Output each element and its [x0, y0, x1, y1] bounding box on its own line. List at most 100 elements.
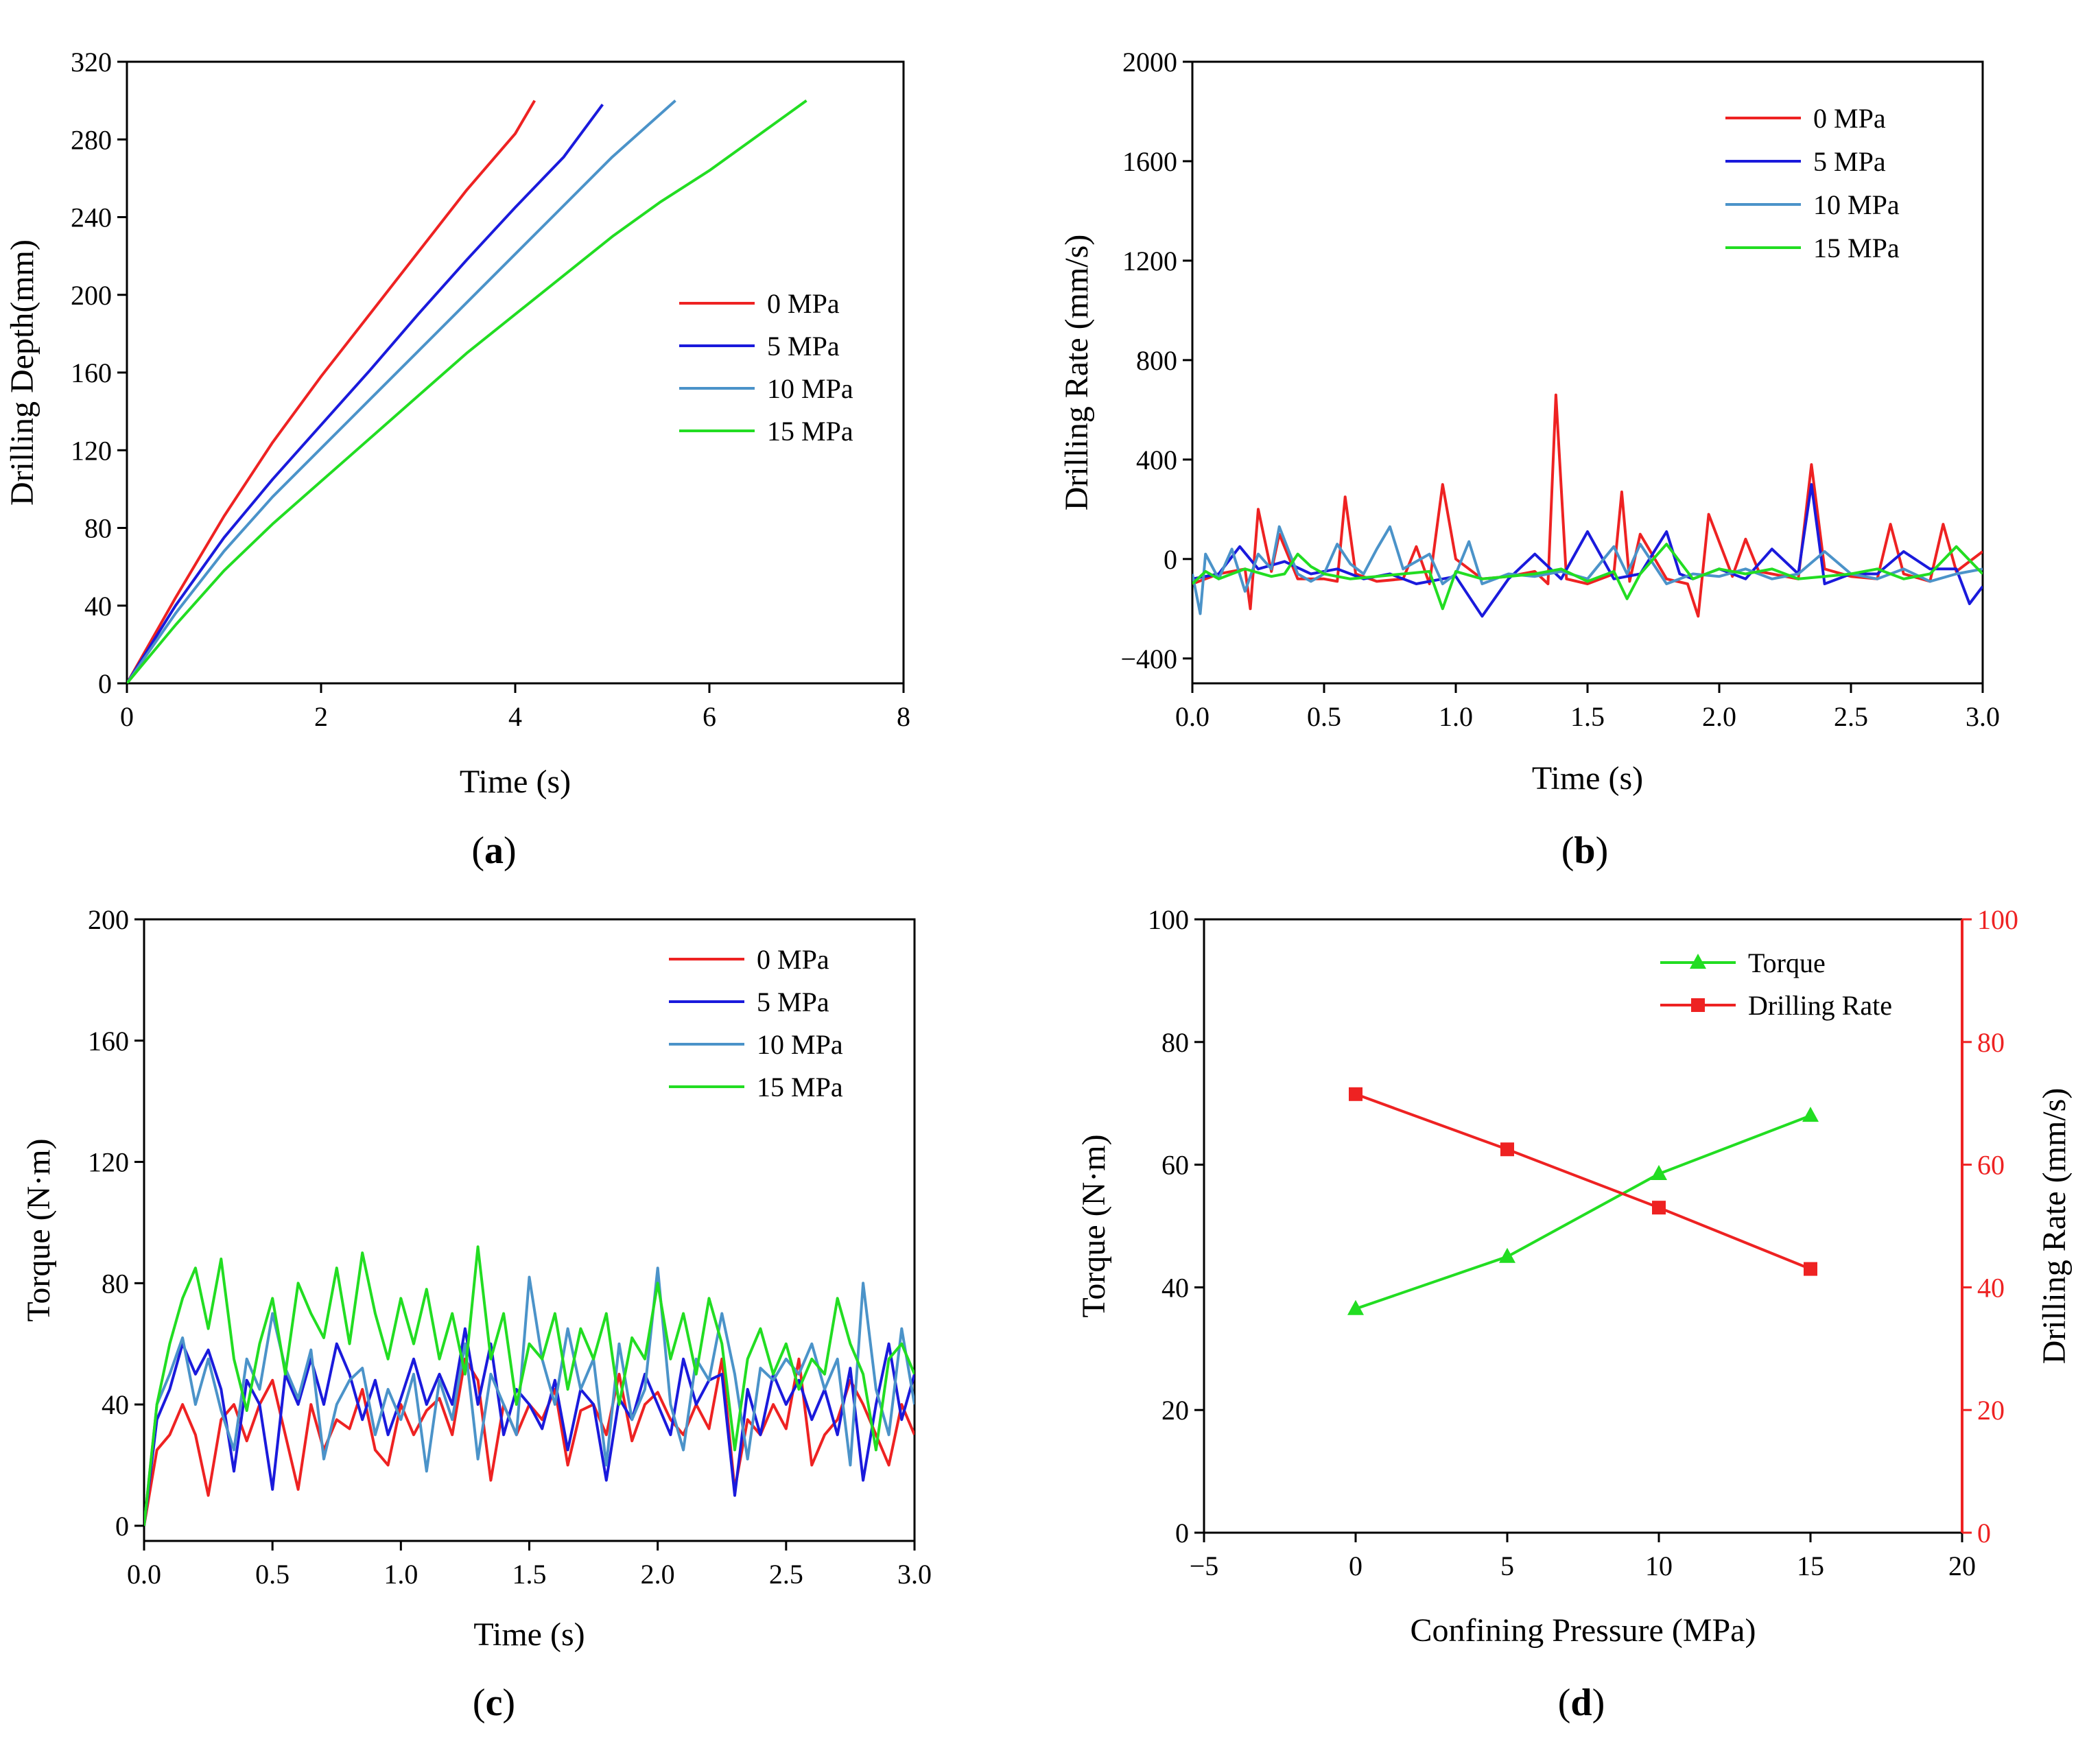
y-tick-label: 40 — [1161, 1272, 1189, 1303]
legend-label: 15 MPa — [767, 416, 853, 447]
x-tick-label: 2.0 — [1702, 701, 1736, 732]
y-tick-label: 120 — [71, 435, 112, 466]
x-tick-label: 8 — [897, 701, 910, 732]
x-tick-label: 20 — [1948, 1551, 1976, 1581]
x-tick-label: 0.5 — [1307, 701, 1341, 732]
series-line-5-mpa — [127, 104, 604, 683]
y-right-tick-label: 20 — [1977, 1395, 2005, 1426]
legend-label: Torque — [1748, 947, 1826, 978]
y-tick-label: 40 — [84, 591, 112, 622]
y-tick-label: 0 — [98, 668, 112, 699]
series-line-10-mpa — [127, 99, 676, 683]
x-tick-label: 0 — [120, 701, 134, 732]
x-tick-label: 2.5 — [1834, 701, 1868, 732]
series-line-0-mpa — [127, 99, 536, 683]
y-tick-label: 160 — [71, 357, 112, 388]
chart-panel-d: −5 0 5 10 15 20020406080100020406080100Drilli… — [1076, 904, 2073, 1724]
y-axis-label-right: Drilling Rate (mm/s) — [2036, 1088, 2073, 1365]
series-line-15-mpa — [127, 99, 807, 683]
y-right-tick-label: 60 — [1977, 1150, 2005, 1181]
x-tick-label: 6 — [703, 701, 716, 732]
legend-label: 5 MPa — [1813, 146, 1886, 177]
data-point-marker — [1349, 1087, 1362, 1101]
x-axis-label: Time (s) — [473, 1616, 585, 1653]
data-point-marker — [1500, 1142, 1514, 1157]
y-tick-label: 200 — [88, 904, 129, 935]
data-point-marker — [1804, 1262, 1817, 1276]
x-tick-label: 5 — [1500, 1551, 1514, 1581]
x-tick-label: 2.0 — [641, 1559, 675, 1590]
y-tick-label: 120 — [88, 1147, 129, 1178]
y-tick-label: 80 — [1161, 1027, 1189, 1058]
y-axis-label: Torque (N·m) — [1076, 1134, 1112, 1317]
y-tick-label: 80 — [102, 1268, 129, 1299]
y-tick-label: 0 — [1164, 544, 1177, 575]
legend-label: 5 MPa — [767, 331, 840, 362]
x-tick-label: 0.5 — [255, 1559, 290, 1590]
legend-label: 5 MPa — [757, 987, 829, 1017]
legend-label: 15 MPa — [757, 1072, 843, 1103]
x-axis-label: Confining Pressure (MPa) — [1411, 1612, 1756, 1649]
legend-label: 10 MPa — [757, 1029, 843, 1060]
y-tick-label: 40 — [102, 1389, 129, 1420]
y-tick-label: 100 — [1148, 904, 1189, 935]
legend-label: 10 MPa — [1813, 189, 1900, 220]
data-point-marker — [1802, 1107, 1819, 1122]
x-axis-label: Time (s) — [1532, 760, 1643, 797]
chart-panel-b: 0.0 0.5 1.0 1.5 2.0 2.5 3.0 −400 0 400 800 1200 1600… — [1059, 47, 2000, 872]
series-line-10-mpa — [144, 1266, 915, 1527]
y-axis-label: Torque (N·m) — [21, 1138, 57, 1321]
legend-label: 10 MPa — [767, 373, 853, 404]
y-right-tick-label: 100 — [1977, 904, 2018, 935]
y-tick-label: 280 — [71, 124, 112, 155]
panel-label: (d) — [1558, 1682, 1605, 1724]
x-tick-label: 0.0 — [1175, 701, 1210, 732]
x-tick-label: 3.0 — [1966, 701, 2000, 732]
series-line-5-mpa — [1192, 483, 1983, 618]
y-tick-label: 20 — [1161, 1395, 1189, 1426]
y-tick-label: 1200 — [1122, 246, 1177, 276]
series-line-0-mpa — [1192, 393, 1983, 618]
plot-frame — [126, 60, 905, 685]
x-tick-label: 1.5 — [512, 1559, 547, 1590]
legend-label: 15 MPa — [1813, 233, 1900, 263]
series-line-torque — [1355, 1114, 1811, 1310]
series-line-15-mpa — [1192, 543, 1983, 611]
y-axis-label: Drilling Rate (mm/s) — [1059, 235, 1095, 511]
x-tick-label: 10 — [1645, 1551, 1673, 1581]
panel-label: (a) — [471, 829, 516, 872]
x-tick-label: 2 — [314, 701, 328, 732]
y-right-tick-label: 80 — [1977, 1027, 2005, 1058]
y-tick-label: 240 — [71, 202, 112, 233]
legend-label: 0 MPa — [757, 944, 829, 975]
series-line-15-mpa — [144, 1245, 915, 1527]
y-tick-label: 0 — [115, 1511, 129, 1542]
y-tick-label: 60 — [1161, 1150, 1189, 1181]
x-tick-label: −5 — [1190, 1551, 1219, 1581]
data-point-marker — [1499, 1247, 1515, 1263]
x-tick-label: 3.0 — [897, 1559, 932, 1590]
y-tick-label: 2000 — [1122, 47, 1177, 78]
series-line-10-mpa — [1192, 525, 1983, 615]
y-tick-label: 80 — [84, 513, 112, 544]
y-right-tick-label: 0 — [1977, 1518, 1991, 1548]
legend-label: 0 MPa — [1813, 103, 1886, 134]
panel-label: (b) — [1561, 829, 1608, 872]
panel-label: (c) — [473, 1682, 515, 1724]
y-tick-label: 200 — [71, 280, 112, 311]
y-tick-label: 800 — [1136, 345, 1177, 376]
data-point-marker — [1651, 1165, 1667, 1181]
x-tick-label: 0 — [1349, 1551, 1362, 1581]
x-axis-label: Time (s) — [460, 764, 571, 800]
data-point-marker — [1652, 1201, 1666, 1215]
x-tick-label: 1.0 — [384, 1559, 418, 1590]
series-line-drilling-rate — [1355, 1092, 1811, 1271]
legend-label: 0 MPa — [767, 288, 840, 319]
x-tick-label: 15 — [1797, 1551, 1824, 1581]
y-tick-label: 320 — [71, 47, 112, 78]
y-tick-label: 400 — [1136, 445, 1177, 475]
x-tick-label: 0.0 — [127, 1559, 161, 1590]
x-tick-label: 1.0 — [1439, 701, 1473, 732]
